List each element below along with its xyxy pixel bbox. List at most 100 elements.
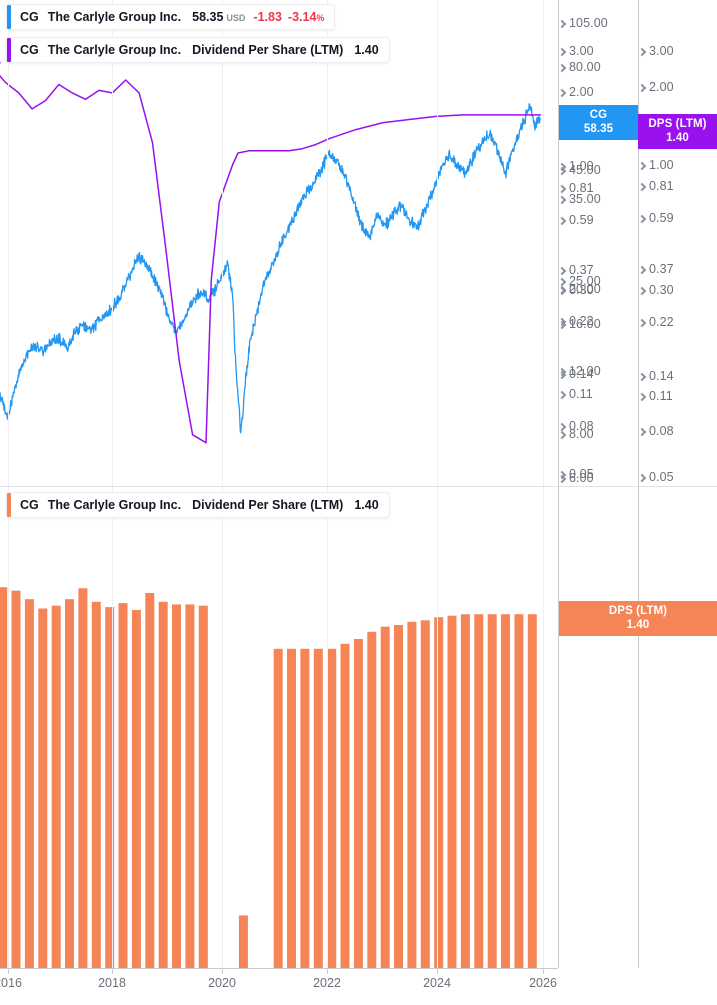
dps-bar[interactable] — [91, 601, 101, 968]
x-axis-tick-label: 2024 — [423, 976, 451, 990]
vertical-gridline — [222, 0, 223, 486]
dps-bar[interactable] — [51, 605, 61, 968]
price-axis-tick-label: 6.00 — [569, 471, 594, 485]
dps-bar[interactable] — [327, 648, 337, 968]
price-series-svg — [0, 62, 542, 444]
dps-panel[interactable] — [0, 487, 717, 1005]
dps-bar[interactable] — [287, 648, 296, 968]
dps-bar[interactable] — [407, 621, 417, 968]
dps-panel-legend-series: Dividend Per Share (LTM) — [192, 498, 344, 512]
x-axis-tick-label: 2016 — [0, 976, 22, 990]
dps-bar[interactable] — [487, 614, 497, 968]
dps-bar[interactable] — [527, 614, 537, 968]
dps-panel-legend[interactable]: CG The Carlyle Group Inc. Dividend Per S… — [6, 492, 390, 518]
dps-overlay-axis-tick-label: 0.05 — [649, 470, 674, 484]
dps-bar[interactable] — [65, 599, 74, 968]
x-axis-tick-label: 2020 — [208, 976, 236, 990]
dps-bar[interactable] — [367, 631, 377, 968]
price-badge-label: CG — [589, 109, 608, 121]
dps-bar[interactable] — [118, 603, 128, 968]
dps-bar[interactable] — [78, 588, 88, 968]
dps-bar[interactable] — [340, 643, 350, 968]
dps-overlay-axis[interactable]: 3.00 2.00 1.00 0.81 0.59 0.37 0.30 0.22 0.14 0.11… — [637, 0, 717, 1005]
dps-bar[interactable] — [273, 648, 283, 968]
dps-bar[interactable] — [131, 609, 141, 968]
dps-overlay-badge[interactable]: DPS (LTM) 1.40 — [638, 114, 717, 149]
axis-tick-mark-icon — [557, 88, 567, 98]
price-badge[interactable]: CG 58.35 — [559, 105, 638, 140]
dps-bar[interactable] — [460, 614, 470, 968]
dps-overlay-badge-value: 1.40 — [666, 132, 689, 144]
dps-bar[interactable] — [158, 601, 168, 968]
vertical-gridline — [8, 487, 9, 1005]
dps-panel-axis-tick-label: 0.59 — [569, 213, 594, 227]
price-legend-change-pct: -3.14 — [287, 10, 317, 24]
dps-panel-axis-tick-label: 3.00 — [569, 44, 594, 58]
x-axis-tick-mark-icon — [437, 968, 438, 974]
dps-panel-legend-company: The Carlyle Group Inc. — [47, 498, 182, 512]
price-legend-swatch — [7, 5, 11, 29]
dps-overlay-legend-value: 1.40 — [354, 43, 379, 57]
dps-bar[interactable] — [434, 617, 444, 968]
dps-bar[interactable] — [501, 614, 510, 968]
dps-overlay-axis-tick-label: 0.08 — [649, 424, 674, 438]
dps-bar[interactable] — [394, 625, 403, 968]
dps-panel-legend-swatch — [7, 493, 11, 517]
axis-tick-mark-icon — [557, 184, 567, 194]
dps-overlay-axis-tick-label: 0.14 — [649, 369, 674, 383]
dps-bar[interactable] — [185, 604, 195, 968]
vertical-gridline — [112, 487, 113, 1005]
x-axis-tick-label: 2018 — [98, 976, 126, 990]
dps-bar[interactable] — [353, 639, 363, 968]
vertical-gridline — [112, 0, 113, 486]
price-legend-ticker: CG — [20, 10, 39, 24]
vertical-gridline — [437, 487, 438, 1005]
percent-sign: % — [316, 13, 325, 23]
x-axis-tick-mark-icon — [112, 968, 113, 974]
dps-panel-axis-tick-label: 0.14 — [569, 367, 594, 381]
dps-bar[interactable] — [514, 614, 524, 968]
axis-tick-mark-icon — [557, 266, 567, 276]
dps-bar[interactable] — [145, 593, 155, 968]
price-plot-area[interactable] — [0, 0, 558, 486]
dps-bar[interactable] — [447, 615, 457, 968]
price-legend-last: 58.35 — [192, 10, 224, 24]
x-axis-line — [0, 968, 558, 969]
x-axis-tick-label: 2022 — [313, 976, 341, 990]
dps-overlay-axis-tick-label: 0.22 — [649, 315, 674, 329]
dps-bar[interactable] — [198, 605, 208, 968]
dps-overlay-legend[interactable]: CG The Carlyle Group Inc. Dividend Per S… — [6, 37, 390, 63]
dps-panel-badge-value: 1.40 — [626, 619, 650, 631]
price-axis-tick-label: 45.00 — [569, 163, 601, 177]
vertical-gridline — [543, 487, 544, 1005]
dps-overlay-axis-line — [638, 0, 639, 1005]
dps-panel-axis-tick-label: 0.30 — [569, 283, 594, 297]
dps-bar[interactable] — [0, 587, 8, 968]
price-legend[interactable]: CG The Carlyle Group Inc. 58.35 USD -1.8… — [6, 4, 336, 30]
x-axis[interactable]: 2016 2018 2020 2022 2024 2026 — [0, 968, 717, 1005]
price-legend-change: -1.83 — [253, 10, 282, 24]
dps-bar[interactable] — [380, 626, 390, 968]
dps-bar[interactable] — [38, 608, 48, 969]
dps-panel-badge-label: DPS (LTM) — [608, 605, 668, 617]
dps-panel-axis[interactable]: 3.00 2.00 1.00 0.81 0.59 0.37 0.30 0.22 0.14 0.11… — [557, 0, 717, 1005]
dps-overlay-axis-tick-label: 3.00 — [649, 44, 674, 58]
price-panel[interactable] — [0, 0, 717, 486]
dps-overlay-axis-tick-label: 0.59 — [649, 211, 674, 225]
dps-overlay-axis-tick-label: 0.11 — [649, 389, 673, 403]
dps-bar[interactable] — [105, 607, 115, 968]
dps-bar[interactable] — [11, 590, 21, 968]
price-axis-tick-label: 80.00 — [569, 60, 601, 74]
dps-bar[interactable] — [420, 620, 430, 968]
dps-plot-area[interactable] — [0, 487, 558, 1005]
dps-bar[interactable] — [172, 604, 181, 968]
dps-panel-badge[interactable]: DPS (LTM) 1.40 — [559, 601, 717, 636]
dps-bar[interactable] — [24, 599, 34, 968]
dps-bar[interactable] — [474, 614, 484, 968]
vertical-gridline — [543, 0, 544, 486]
dps-bar[interactable] — [238, 915, 248, 968]
price-axis-tick-label: 8.00 — [569, 427, 594, 441]
dps-bar[interactable] — [313, 648, 323, 968]
axis-tick-mark-icon — [557, 422, 567, 432]
dps-bar[interactable] — [300, 648, 310, 968]
